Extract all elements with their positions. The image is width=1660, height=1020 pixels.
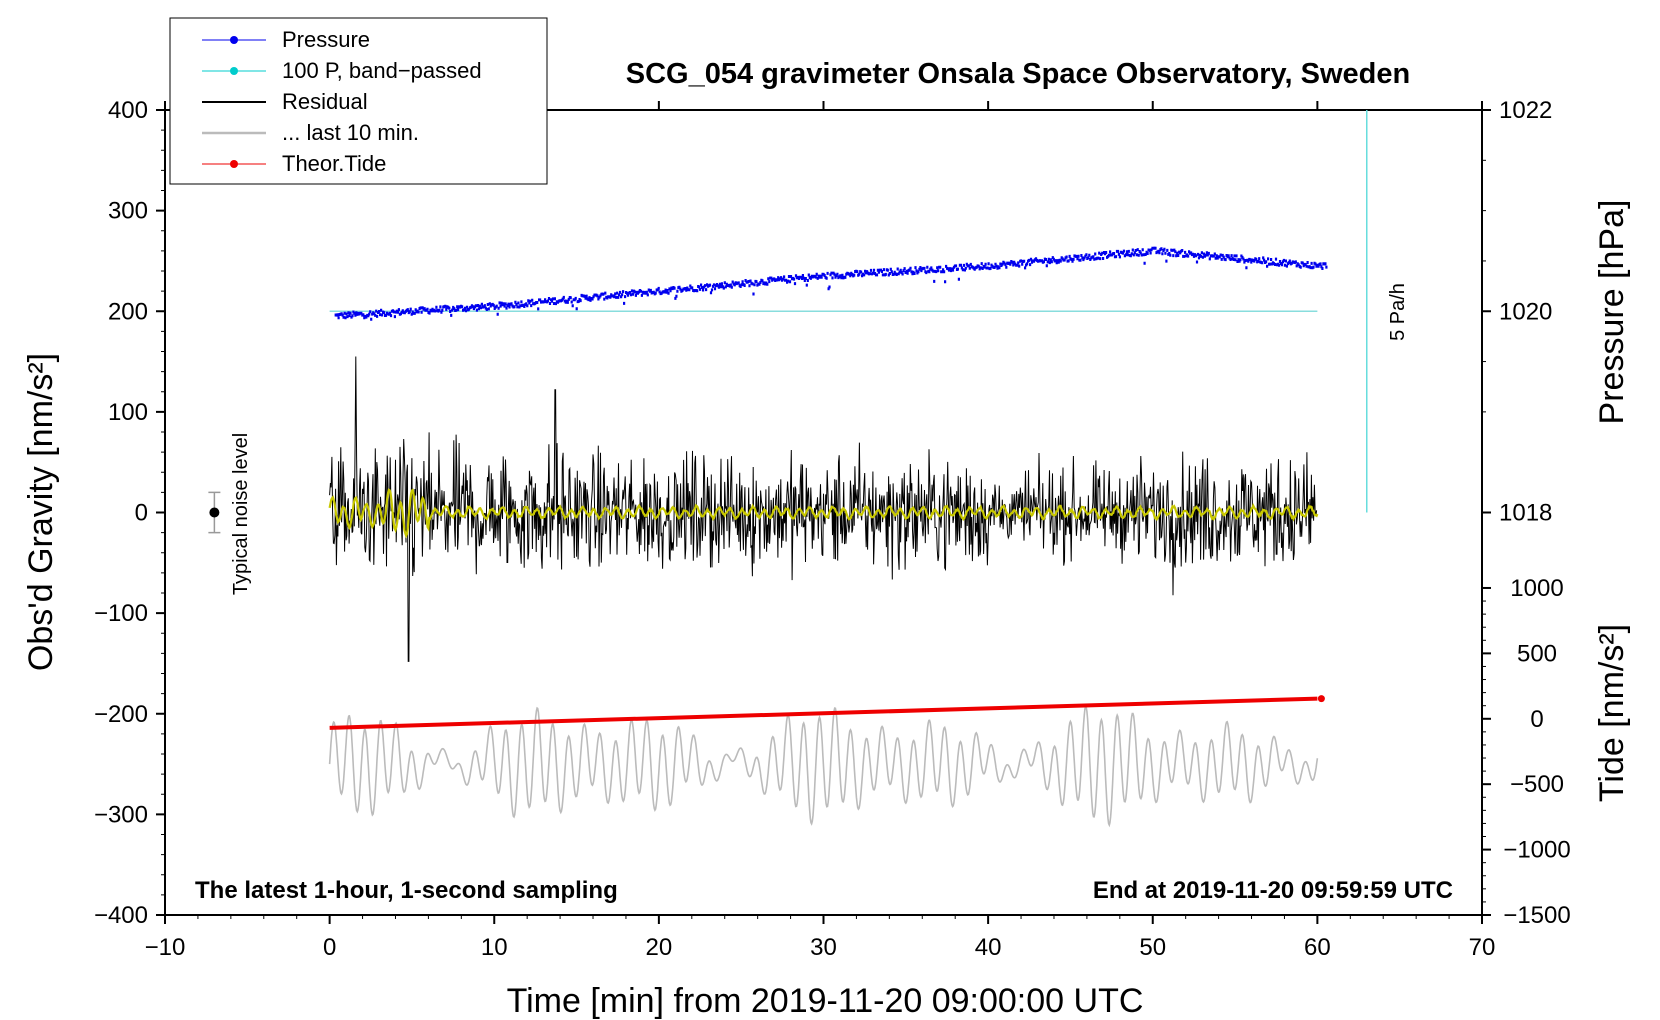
x-tick-label: 10 (481, 934, 508, 961)
rate-label: 5 Pa/h (1387, 283, 1409, 341)
legend-marker (230, 160, 238, 168)
pressure-tick-label: 1018 (1499, 500, 1552, 527)
tide-tick-label: 500 (1517, 640, 1557, 667)
x-tick-label: 40 (975, 934, 1002, 961)
x-tick-label: −10 (145, 934, 186, 961)
x-tick-label: 60 (1304, 934, 1331, 961)
tide-tick-label: −1000 (1503, 837, 1570, 864)
y-tick-label: −400 (94, 902, 148, 929)
annotation-left: The latest 1-hour, 1-second sampling (195, 877, 618, 904)
annotation-right: End at 2019-11-20 09:59:59 UTC (1093, 877, 1453, 904)
legend-label: Residual (282, 89, 368, 114)
tide-tick-label: 0 (1530, 706, 1543, 733)
y-tick-label: 0 (135, 500, 148, 527)
residual-filtered-line (328, 488, 1319, 539)
right-axis-ticks: 1022 1020 1018 1000 500 0 −500 −1000 −1500 (1482, 97, 1571, 929)
y-tick-label: −100 (94, 600, 148, 627)
y-tick-label: 200 (108, 298, 148, 325)
residual-series (329, 356, 1318, 662)
y-axis-ticks: 400 300 200 100 0 −100 −200 −300 −400 (94, 97, 165, 929)
y-tick-label: 300 (108, 198, 148, 225)
pressure-tick-label: 1020 (1499, 298, 1552, 325)
tide-line (329, 696, 1318, 730)
legend-label: Pressure (282, 27, 370, 52)
tide-tick-label: −1500 (1503, 902, 1570, 929)
y-axis-label-left: Obs'd Gravity [nm/s²] (22, 353, 60, 671)
y-tick-label: 400 (108, 97, 148, 124)
theoretical-tide-series (329, 695, 1325, 730)
noise-bar-group (208, 491, 221, 534)
x-tick-label: 50 (1139, 934, 1166, 961)
tide-end-marker (1317, 695, 1325, 703)
x-tick-label: 0 (323, 934, 336, 961)
last-10-min-series (328, 704, 1319, 828)
legend-marker (230, 67, 238, 75)
chart-title: SCG_054 gravimeter Onsala Space Observat… (626, 58, 1410, 90)
last-10-min-line (328, 704, 1319, 828)
legend-marker (230, 36, 238, 44)
pressure-tick-label: 1022 (1499, 97, 1552, 124)
legend-label: ... last 10 min. (282, 120, 419, 145)
tide-tick-label: −500 (1510, 771, 1564, 798)
x-axis-label: Time [min] from 2019-11-20 09:00:00 UTC (507, 982, 1144, 1020)
y-tick-label: −300 (94, 801, 148, 828)
noise-bar-point (209, 507, 220, 518)
legend-label: 100 P, band−passed (282, 58, 482, 83)
y-tick-label: 100 (108, 399, 148, 426)
legend: Pressure 100 P, band−passed Residual ... la… (169, 17, 548, 185)
residual-filtered-series (328, 488, 1319, 539)
x-tick-label: 30 (810, 934, 837, 961)
x-tick-label: 70 (1469, 934, 1496, 961)
y-tick-label: −200 (94, 701, 148, 728)
x-tick-label: 20 (646, 934, 673, 961)
noise-label: Typical noise level (230, 433, 252, 595)
legend-label: Theor.Tide (282, 151, 386, 176)
y-axis-label-tide: Tide [nm/s²] (1593, 624, 1631, 802)
y-axis-label-pressure: Pressure [hPa] (1593, 200, 1631, 425)
residual-line (329, 356, 1318, 662)
tide-tick-label: 1000 (1510, 575, 1563, 602)
